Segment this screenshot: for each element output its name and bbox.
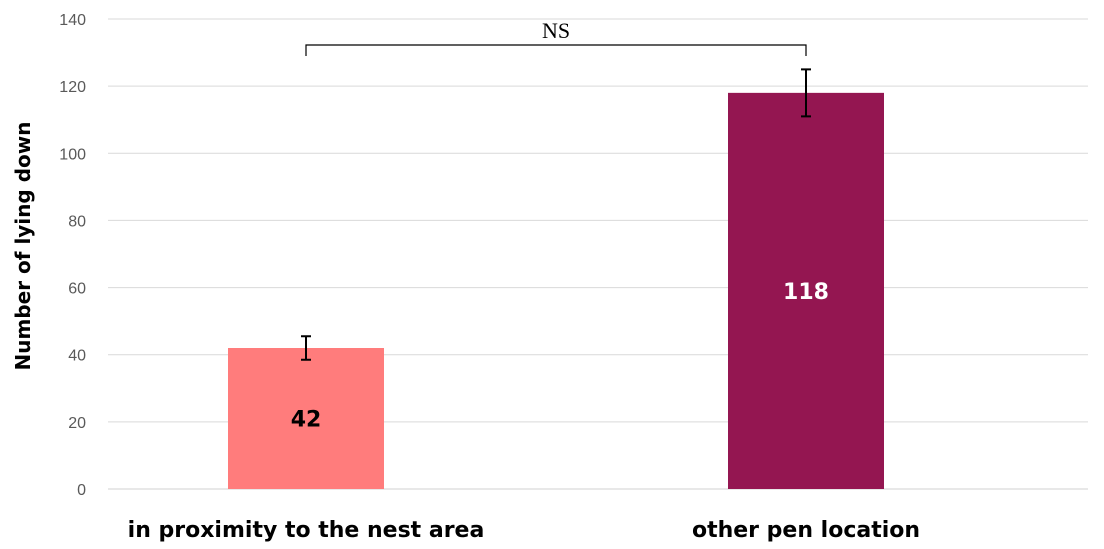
y-tick-label: 100 — [59, 146, 86, 163]
error-bar — [801, 68, 811, 118]
data-label: 42 — [291, 408, 322, 433]
bars — [228, 92, 884, 489]
data-labels: 42 118 — [291, 280, 829, 433]
x-axis-category-labels: in proximity to the nest area other pen l… — [128, 518, 920, 543]
bar — [728, 92, 884, 489]
category-label: in proximity to the nest area — [128, 518, 485, 543]
significance-label: NS — [542, 18, 570, 43]
y-axis-label: Number of lying down — [11, 122, 35, 371]
y-tick-label: 20 — [68, 415, 86, 432]
y-tick-label: 140 — [59, 12, 86, 29]
y-tick-label: 0 — [77, 482, 86, 499]
y-tick-label: 120 — [59, 79, 86, 96]
bar — [228, 348, 384, 489]
y-axis-tick-labels: 0 20 40 60 80 100 120 140 — [59, 12, 86, 499]
significance-annotation: NS — [305, 18, 807, 56]
category-label: other pen location — [692, 518, 920, 543]
y-tick-label: 80 — [68, 213, 86, 230]
error-bar — [301, 335, 311, 361]
data-label: 118 — [783, 280, 829, 305]
y-tick-label: 40 — [68, 348, 86, 365]
error-bars — [301, 68, 811, 361]
significance-bracket — [305, 44, 807, 56]
y-tick-label: 60 — [68, 281, 86, 298]
